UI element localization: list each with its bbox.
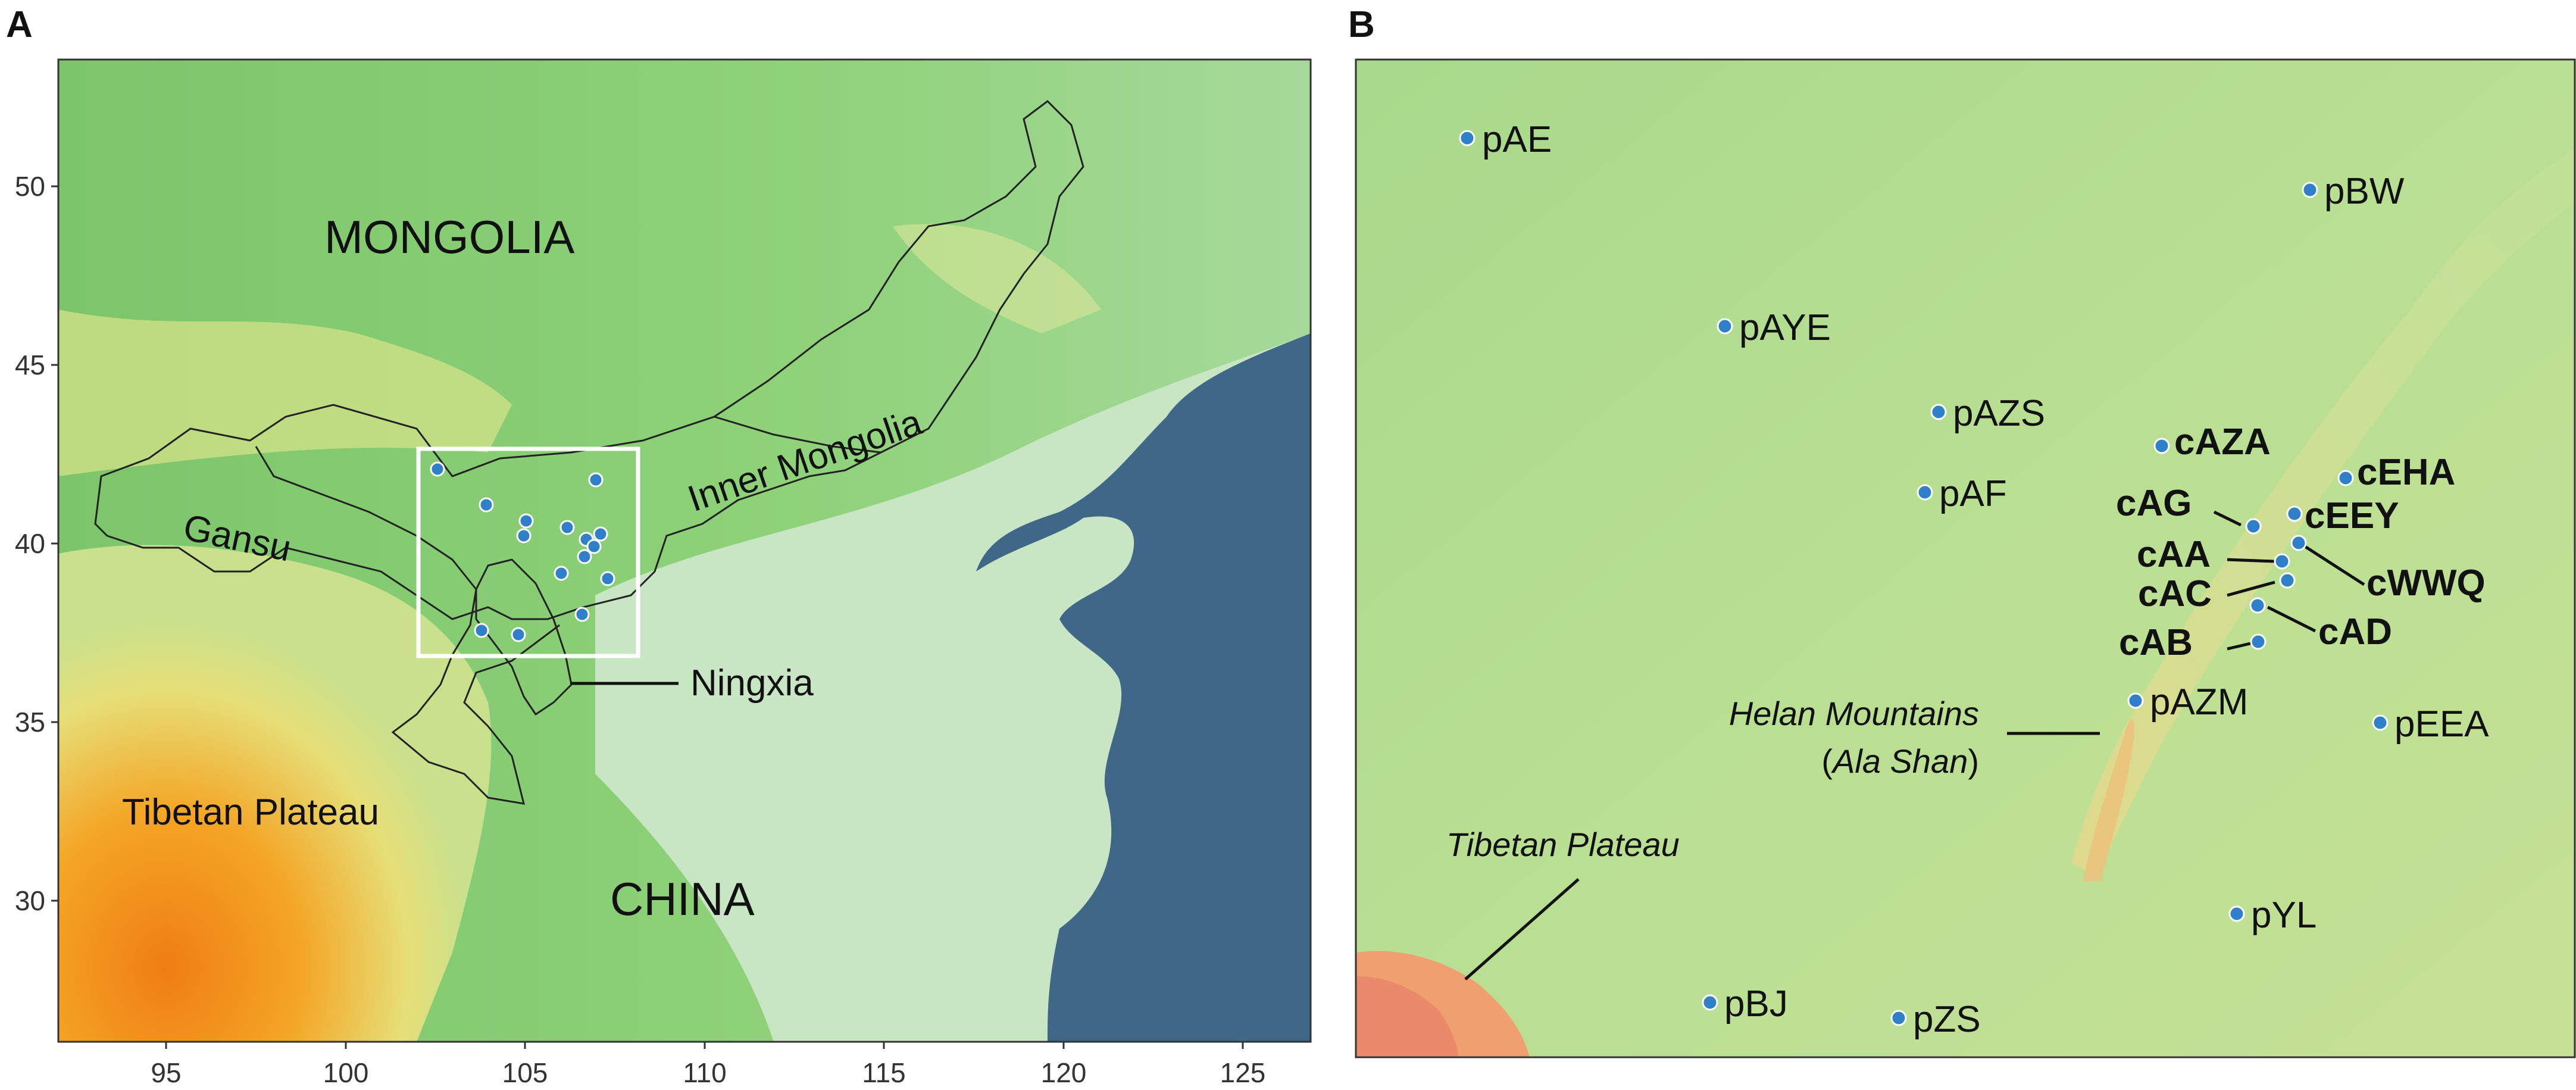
tibetan-plateau-terrain — [58, 545, 492, 1042]
panel-b-frame — [1355, 58, 2576, 1058]
x-tick-label: 120 — [1041, 1057, 1087, 1088]
helan-mountains-terrain — [2083, 719, 2135, 881]
label-tibetan-plateau-b: Tibetan Plateau — [1446, 826, 1680, 863]
ningxia-border — [475, 558, 573, 716]
site-label-cad: cAD — [2318, 611, 2392, 652]
panel-a-map — [58, 60, 1311, 1042]
inset-box — [416, 446, 640, 658]
site-label-caza: cAZA — [2174, 421, 2271, 463]
gansu-border — [255, 446, 560, 805]
ala-shan-close-paren: ) — [1968, 742, 1979, 780]
site-label-paf: pAF — [1939, 473, 2007, 514]
site-label-cac: cAC — [2138, 573, 2212, 614]
site-point-a — [559, 520, 575, 535]
site-label-ceey: cEEY — [2305, 495, 2399, 536]
site-label-cwwq: cWWQ — [2366, 563, 2486, 604]
site-label-peea: pEEA — [2394, 704, 2489, 745]
y-tick-label: 50 — [15, 171, 45, 202]
x-tick-label: 110 — [683, 1057, 726, 1088]
site-label-pae: pAE — [1482, 119, 1552, 160]
site-point-paye — [1717, 318, 1733, 335]
site-point-pazs — [1930, 404, 1947, 420]
site-label-pbj: pBJ — [1724, 983, 1788, 1025]
site-label-pbw: pBW — [2324, 171, 2405, 212]
site-point-a — [586, 539, 602, 554]
site-label-pazm: pAZM — [2150, 682, 2248, 723]
site-point-cac — [2279, 572, 2296, 589]
site-label-paye: pAYE — [1739, 307, 1831, 348]
site-label-pazs: pAZS — [1953, 393, 2045, 434]
site-point-peea — [2372, 714, 2389, 731]
label-mongolia: MONGOLIA — [324, 211, 574, 263]
site-point-caa — [2274, 553, 2290, 570]
site-point-a — [588, 472, 604, 488]
tibetan-plateau-corner-dark — [1356, 976, 1458, 1057]
site-point-cwwq — [2290, 535, 2307, 551]
ala-shan-name: Ala Shan — [1831, 742, 1968, 780]
site-point-a — [574, 607, 590, 622]
site-point-a — [511, 627, 526, 642]
site-point-pae — [1459, 130, 1475, 146]
sea — [976, 333, 1311, 1042]
site-point-a — [554, 566, 569, 581]
panel-a-frame — [57, 58, 1312, 1043]
site-point-pbj — [1702, 994, 1718, 1011]
site-point-a — [516, 528, 532, 544]
site-point-a — [593, 526, 608, 542]
site-label-pzs: pZS — [1913, 999, 1981, 1040]
site-point-cag — [2245, 518, 2262, 535]
site-point-pbw — [2302, 182, 2318, 198]
site-point-a — [600, 571, 615, 586]
site-point-cad — [2249, 597, 2266, 614]
ala-shan-open-paren: ( — [1821, 742, 1833, 780]
site-point-ceey — [2286, 505, 2303, 522]
inner-mongolia-border — [94, 100, 1084, 620]
panel-b-sites — [1459, 130, 2389, 1026]
x-tick-label: 100 — [323, 1057, 369, 1088]
panel-b-map — [1356, 60, 2575, 1057]
y-tick-label: 30 — [15, 885, 45, 916]
label-tibetan-plateau-a: Tibetan Plateau — [122, 792, 379, 833]
ridge-terrain — [2071, 149, 2575, 875]
site-point-a — [474, 623, 489, 638]
site-label-cag: cAG — [2116, 483, 2192, 524]
site-point-pazm — [2127, 692, 2144, 709]
site-point-a — [479, 497, 494, 513]
tibetan-plateau-leader-line — [1465, 878, 1579, 980]
y-tick-label: 45 — [15, 349, 45, 380]
label-helan-mountains: Helan Mountains — [1729, 695, 1979, 732]
y-tick-label: 40 — [15, 528, 45, 559]
panel-a-sites — [430, 461, 615, 642]
site-point-a — [577, 549, 592, 564]
x-tick-label: 115 — [862, 1057, 905, 1088]
panel-a-x-axis: 95 100 105 110 115 120 125 — [151, 1042, 1265, 1088]
site-point-paf — [1917, 484, 1933, 501]
site-point-a — [518, 513, 534, 529]
x-tick-label: 125 — [1220, 1057, 1266, 1088]
x-tick-label: 105 — [502, 1057, 548, 1088]
site-label-ceha: cEHA — [2357, 452, 2455, 493]
label-ala-shan-line: (Ala Shan) — [1821, 742, 1979, 780]
desert-patch-east — [893, 224, 1101, 333]
site-label-cab: cAB — [2119, 622, 2193, 663]
site-label-caa: cAA — [2137, 534, 2211, 575]
panel-b-letter: B — [1348, 4, 1375, 45]
site-point-pzs — [1890, 1010, 1907, 1026]
desert-patch — [58, 310, 512, 476]
panel-a-letter: A — [6, 4, 33, 45]
site-label-pyl: pYL — [2251, 895, 2316, 936]
site-point-ceha — [2337, 470, 2354, 486]
site-point-caza — [2153, 438, 2170, 454]
panel-a-y-axis: 50 45 40 35 30 — [15, 171, 58, 916]
x-tick-label: 95 — [151, 1057, 181, 1088]
province-border — [714, 416, 881, 454]
y-tick-label: 35 — [15, 707, 45, 738]
label-china: CHINA — [610, 873, 755, 925]
site-point-pyl — [2228, 905, 2245, 922]
site-point-a — [430, 461, 445, 477]
terrain-base-b — [1356, 60, 2575, 1057]
label-ningxia: Ningxia — [690, 663, 814, 704]
site-point-cab — [2250, 633, 2266, 650]
